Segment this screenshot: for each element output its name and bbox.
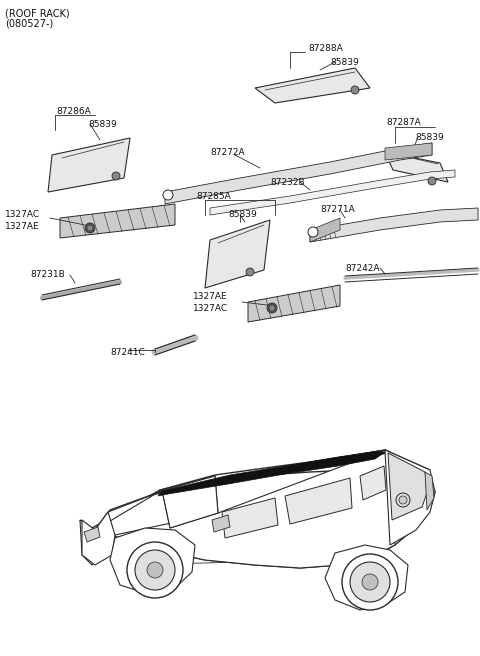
Polygon shape xyxy=(425,472,434,510)
Text: 87241C: 87241C xyxy=(110,348,145,357)
Text: 1327AE: 1327AE xyxy=(5,222,40,231)
Circle shape xyxy=(87,225,93,231)
Circle shape xyxy=(308,227,318,237)
Polygon shape xyxy=(80,450,395,568)
Circle shape xyxy=(396,493,410,507)
Polygon shape xyxy=(385,152,448,182)
Text: 85839: 85839 xyxy=(88,120,117,129)
Polygon shape xyxy=(385,450,435,545)
Text: 87285A: 87285A xyxy=(196,192,231,201)
Circle shape xyxy=(351,86,359,94)
Text: 1327AE: 1327AE xyxy=(193,292,228,301)
Text: 87271A: 87271A xyxy=(320,205,355,214)
Polygon shape xyxy=(48,138,130,192)
Polygon shape xyxy=(385,143,432,160)
Polygon shape xyxy=(158,451,385,496)
Polygon shape xyxy=(255,68,370,103)
Circle shape xyxy=(399,496,407,504)
Polygon shape xyxy=(248,285,340,322)
Circle shape xyxy=(362,574,378,590)
Text: 85839: 85839 xyxy=(415,133,444,142)
Text: 87287A: 87287A xyxy=(386,118,421,127)
Text: 87232B: 87232B xyxy=(270,178,305,187)
Text: 85839: 85839 xyxy=(228,210,257,219)
Circle shape xyxy=(267,303,277,313)
Polygon shape xyxy=(60,204,175,238)
Circle shape xyxy=(112,172,120,180)
Polygon shape xyxy=(165,143,432,204)
Text: 85839: 85839 xyxy=(330,58,359,67)
Circle shape xyxy=(127,542,183,598)
Text: 87242A: 87242A xyxy=(345,264,380,273)
Polygon shape xyxy=(285,478,352,524)
Circle shape xyxy=(342,554,398,610)
Polygon shape xyxy=(310,218,340,242)
Text: 87288A: 87288A xyxy=(308,44,343,53)
Polygon shape xyxy=(360,466,386,500)
Text: (ROOF RACK): (ROOF RACK) xyxy=(5,8,70,18)
Polygon shape xyxy=(110,528,195,594)
Polygon shape xyxy=(205,220,270,288)
Text: (080527-): (080527-) xyxy=(5,18,53,28)
Polygon shape xyxy=(155,450,390,494)
Text: 87231B: 87231B xyxy=(30,270,65,279)
Circle shape xyxy=(147,562,163,578)
Polygon shape xyxy=(82,512,115,565)
Polygon shape xyxy=(162,476,218,528)
Text: 87272A: 87272A xyxy=(210,148,245,157)
Polygon shape xyxy=(388,453,428,520)
Polygon shape xyxy=(310,208,478,242)
Polygon shape xyxy=(212,515,230,532)
Circle shape xyxy=(163,190,173,200)
Polygon shape xyxy=(210,170,455,215)
Text: 87286A: 87286A xyxy=(56,107,91,116)
Circle shape xyxy=(246,268,254,276)
Circle shape xyxy=(269,305,275,311)
Text: 1327AC: 1327AC xyxy=(193,304,228,313)
Circle shape xyxy=(85,223,95,233)
Polygon shape xyxy=(80,468,435,568)
Polygon shape xyxy=(222,498,278,538)
Circle shape xyxy=(350,562,390,602)
Circle shape xyxy=(428,177,436,185)
Polygon shape xyxy=(84,527,100,542)
Text: 1327AC: 1327AC xyxy=(5,210,40,219)
Polygon shape xyxy=(325,545,408,610)
Circle shape xyxy=(135,550,175,590)
Polygon shape xyxy=(95,476,218,530)
